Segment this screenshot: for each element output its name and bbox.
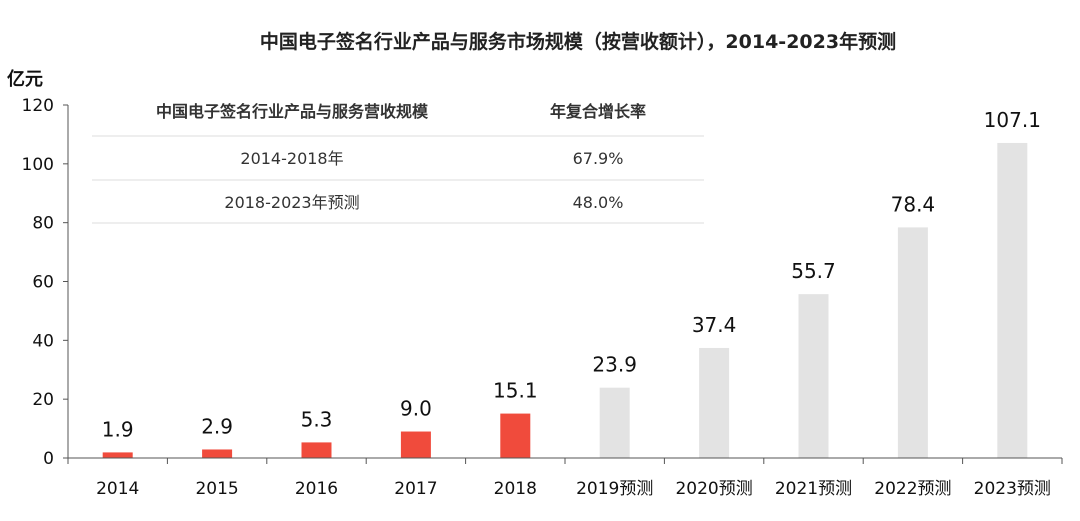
x-tick-label: 2023预测 (974, 479, 1051, 499)
table-row-period: 2018-2023年预测 (224, 193, 359, 212)
data-label: 55.7 (791, 259, 836, 283)
data-label: 9.0 (400, 397, 432, 421)
bar-2016 (301, 442, 332, 458)
bar-2023预测 (997, 142, 1028, 458)
y-tick-label: 40 (32, 331, 54, 351)
bar-2014 (102, 452, 133, 458)
data-label: 15.1 (493, 379, 538, 403)
bar-2021预测 (798, 294, 829, 458)
x-tick-label: 2022预测 (874, 479, 951, 499)
data-labels: 1.9 2.9 5.3 9.0 15.1 23.9 37.4 55.7 78.4 107.1 (102, 108, 1041, 441)
bar-2022预测 (897, 227, 928, 458)
y-tick-label: 100 (22, 155, 54, 175)
data-label: 1.9 (102, 417, 134, 441)
table-row-rate: 48.0% (573, 193, 624, 212)
x-tick-label: 2018 (494, 479, 537, 499)
x-tick-label: 2021预测 (775, 479, 852, 499)
x-tick-label: 2014 (96, 479, 139, 499)
data-label: 2.9 (201, 414, 233, 438)
summary-table: 中国电子签名行业产品与服务营收规模 年复合增长率 2014-2018年 67.9… (92, 102, 704, 224)
table-row-rate: 67.9% (573, 149, 624, 168)
y-axis: 0 20 40 60 80 100 120 (22, 96, 69, 469)
data-label: 78.4 (891, 192, 936, 216)
table-header-cagr: 年复合增长率 (550, 102, 646, 121)
x-axis: 2014 2015 2016 2017 2018 2019预测 2020预测 2021预测 20… (67, 457, 1063, 499)
y-tick-label: 120 (22, 96, 54, 116)
data-label: 37.4 (692, 313, 737, 337)
table-header-metric: 中国电子签名行业产品与服务营收规模 (156, 102, 429, 121)
y-tick-label: 20 (32, 390, 54, 410)
x-tick-label: 2016 (295, 479, 338, 499)
table-row-period: 2014-2018年 (240, 149, 343, 168)
data-label: 23.9 (592, 353, 637, 377)
chart-title: 中国电子签名行业产品与服务市场规模（按营收额计），2014-2023年预测 (260, 30, 896, 53)
x-tick-label: 2015 (195, 479, 238, 499)
x-tick-label: 2019预测 (576, 479, 653, 499)
bar-series (102, 142, 1028, 458)
y-tick-label: 0 (43, 449, 54, 469)
bar-2020预测 (699, 347, 730, 458)
data-label: 5.3 (301, 407, 333, 431)
y-axis-unit: 亿元 (7, 68, 43, 90)
bar-2015 (202, 449, 233, 458)
x-tick-label: 2020预测 (675, 479, 752, 499)
x-tick-label: 2017 (394, 479, 437, 499)
y-tick-label: 60 (32, 273, 54, 293)
bar-2019预测 (599, 387, 630, 458)
bar-2018 (500, 413, 531, 458)
bar-2017 (400, 431, 431, 458)
data-label: 107.1 (984, 108, 1041, 132)
y-tick-label: 80 (32, 214, 54, 234)
